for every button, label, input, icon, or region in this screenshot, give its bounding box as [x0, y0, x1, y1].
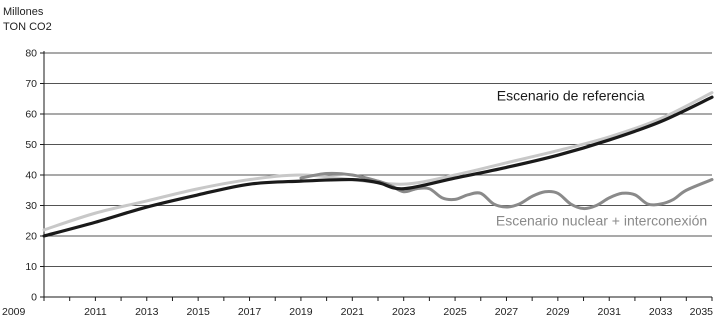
x-tick-label: 2029 [546, 306, 570, 318]
y-tick-label: 50 [25, 139, 37, 151]
annotation-label: Escenario de referencia [497, 87, 645, 103]
x-tick-label: 2019 [289, 306, 313, 318]
y-tick-label: 40 [25, 170, 37, 182]
series-line-nuclear-interconexion [299, 171, 714, 211]
y-tick-label: 70 [25, 78, 37, 90]
series-lines [42, 91, 714, 238]
annotations: Escenario de referencia Escenario nuclear… [496, 87, 707, 228]
y-tick-label: 30 [25, 200, 37, 212]
x-tick-label: 2027 [495, 306, 519, 318]
x-tick-label: 2009 [2, 306, 26, 318]
y-unit-line-1: Millones [3, 6, 44, 18]
y-tick-label: 60 [25, 109, 37, 121]
y-unit-line-2: TON CO2 [3, 21, 52, 33]
x-tick-label: 2023 [392, 306, 416, 318]
y-tick-label: 80 [25, 48, 37, 60]
annotation-label: Escenario nuclear + interconexión [496, 212, 707, 228]
x-tick-label: 2013 [135, 306, 159, 318]
axes: 0 10 20 30 40 50 60 70 80 2009 2011 2013 2015 2017 201… [2, 48, 713, 319]
x-tick-label: 2035 [690, 306, 714, 318]
x-tick-label: 2025 [443, 306, 467, 318]
y-tick-label: 10 [25, 261, 37, 273]
series-line-referencia [42, 95, 714, 238]
y-tick-label: 20 [25, 231, 37, 243]
x-tick-label: 2015 [186, 306, 210, 318]
x-tick-label: 2017 [238, 306, 262, 318]
x-tick-label: 2031 [598, 306, 622, 318]
x-tick-label: 2033 [649, 306, 673, 318]
x-tick-label: 2011 [84, 306, 107, 318]
x-tick-label: 2021 [341, 306, 365, 318]
gridlines [44, 52, 712, 267]
y-tick-label: 0 [31, 292, 37, 304]
y-unit-label: Millones TON CO2 [3, 6, 52, 33]
